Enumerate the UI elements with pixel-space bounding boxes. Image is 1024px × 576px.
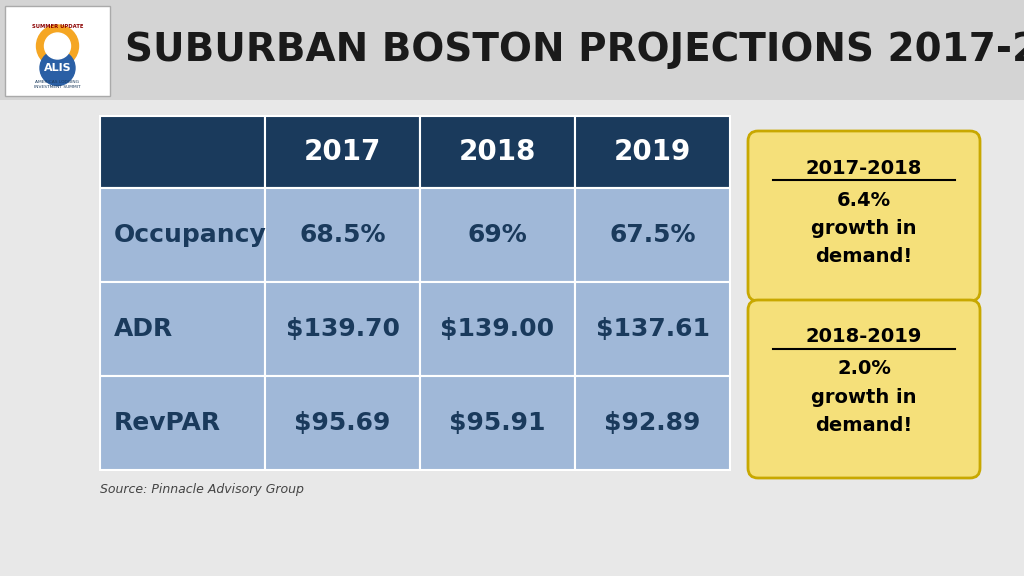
Text: SUBURBAN BOSTON PROJECTIONS 2017-2019: SUBURBAN BOSTON PROJECTIONS 2017-2019 [125, 31, 1024, 69]
Text: $95.69: $95.69 [294, 411, 391, 435]
Text: 2018: 2018 [459, 138, 537, 166]
FancyBboxPatch shape [0, 0, 1024, 100]
Text: Source: Pinnacle Advisory Group: Source: Pinnacle Advisory Group [100, 483, 304, 496]
FancyBboxPatch shape [420, 376, 575, 470]
Text: 2017-2018: 2017-2018 [806, 158, 923, 177]
Text: 69%: 69% [468, 223, 527, 247]
Text: ADR: ADR [114, 317, 173, 341]
FancyBboxPatch shape [5, 6, 110, 96]
FancyBboxPatch shape [100, 376, 265, 470]
Circle shape [40, 51, 75, 85]
FancyBboxPatch shape [100, 282, 265, 376]
Text: 6.4%: 6.4% [837, 191, 891, 210]
FancyBboxPatch shape [420, 116, 575, 188]
Text: Occupancy: Occupancy [114, 223, 266, 247]
Text: $95.91: $95.91 [450, 411, 546, 435]
FancyBboxPatch shape [265, 188, 420, 282]
FancyBboxPatch shape [420, 188, 575, 282]
Text: demand!: demand! [815, 248, 912, 267]
Text: growth in: growth in [811, 219, 916, 238]
FancyBboxPatch shape [575, 188, 730, 282]
FancyBboxPatch shape [420, 282, 575, 376]
Text: 68.5%: 68.5% [299, 223, 386, 247]
Text: ALIS: ALIS [44, 63, 72, 73]
FancyBboxPatch shape [575, 116, 730, 188]
FancyBboxPatch shape [265, 376, 420, 470]
Text: demand!: demand! [815, 416, 912, 435]
Text: 67.5%: 67.5% [609, 223, 695, 247]
Text: $92.89: $92.89 [604, 411, 700, 435]
Text: $139.00: $139.00 [440, 317, 555, 341]
Text: SUMMER UPDATE: SUMMER UPDATE [32, 25, 83, 29]
FancyBboxPatch shape [265, 282, 420, 376]
FancyBboxPatch shape [100, 188, 265, 282]
FancyBboxPatch shape [265, 116, 420, 188]
Text: 2019: 2019 [613, 138, 691, 166]
FancyBboxPatch shape [575, 282, 730, 376]
FancyBboxPatch shape [575, 376, 730, 470]
FancyBboxPatch shape [748, 131, 980, 301]
FancyBboxPatch shape [748, 300, 980, 478]
Text: RevPAR: RevPAR [114, 411, 221, 435]
Text: $137.61: $137.61 [596, 317, 710, 341]
Text: 2.0%: 2.0% [837, 359, 891, 378]
FancyBboxPatch shape [100, 116, 265, 188]
Text: 2018-2019: 2018-2019 [806, 328, 923, 347]
Text: 2017: 2017 [304, 138, 381, 166]
Text: AMERICAS LODGING
INVESTMENT SUMMIT: AMERICAS LODGING INVESTMENT SUMMIT [34, 80, 81, 89]
Text: $139.70: $139.70 [286, 317, 399, 341]
Circle shape [37, 25, 79, 67]
Circle shape [44, 33, 71, 59]
Text: growth in: growth in [811, 388, 916, 407]
